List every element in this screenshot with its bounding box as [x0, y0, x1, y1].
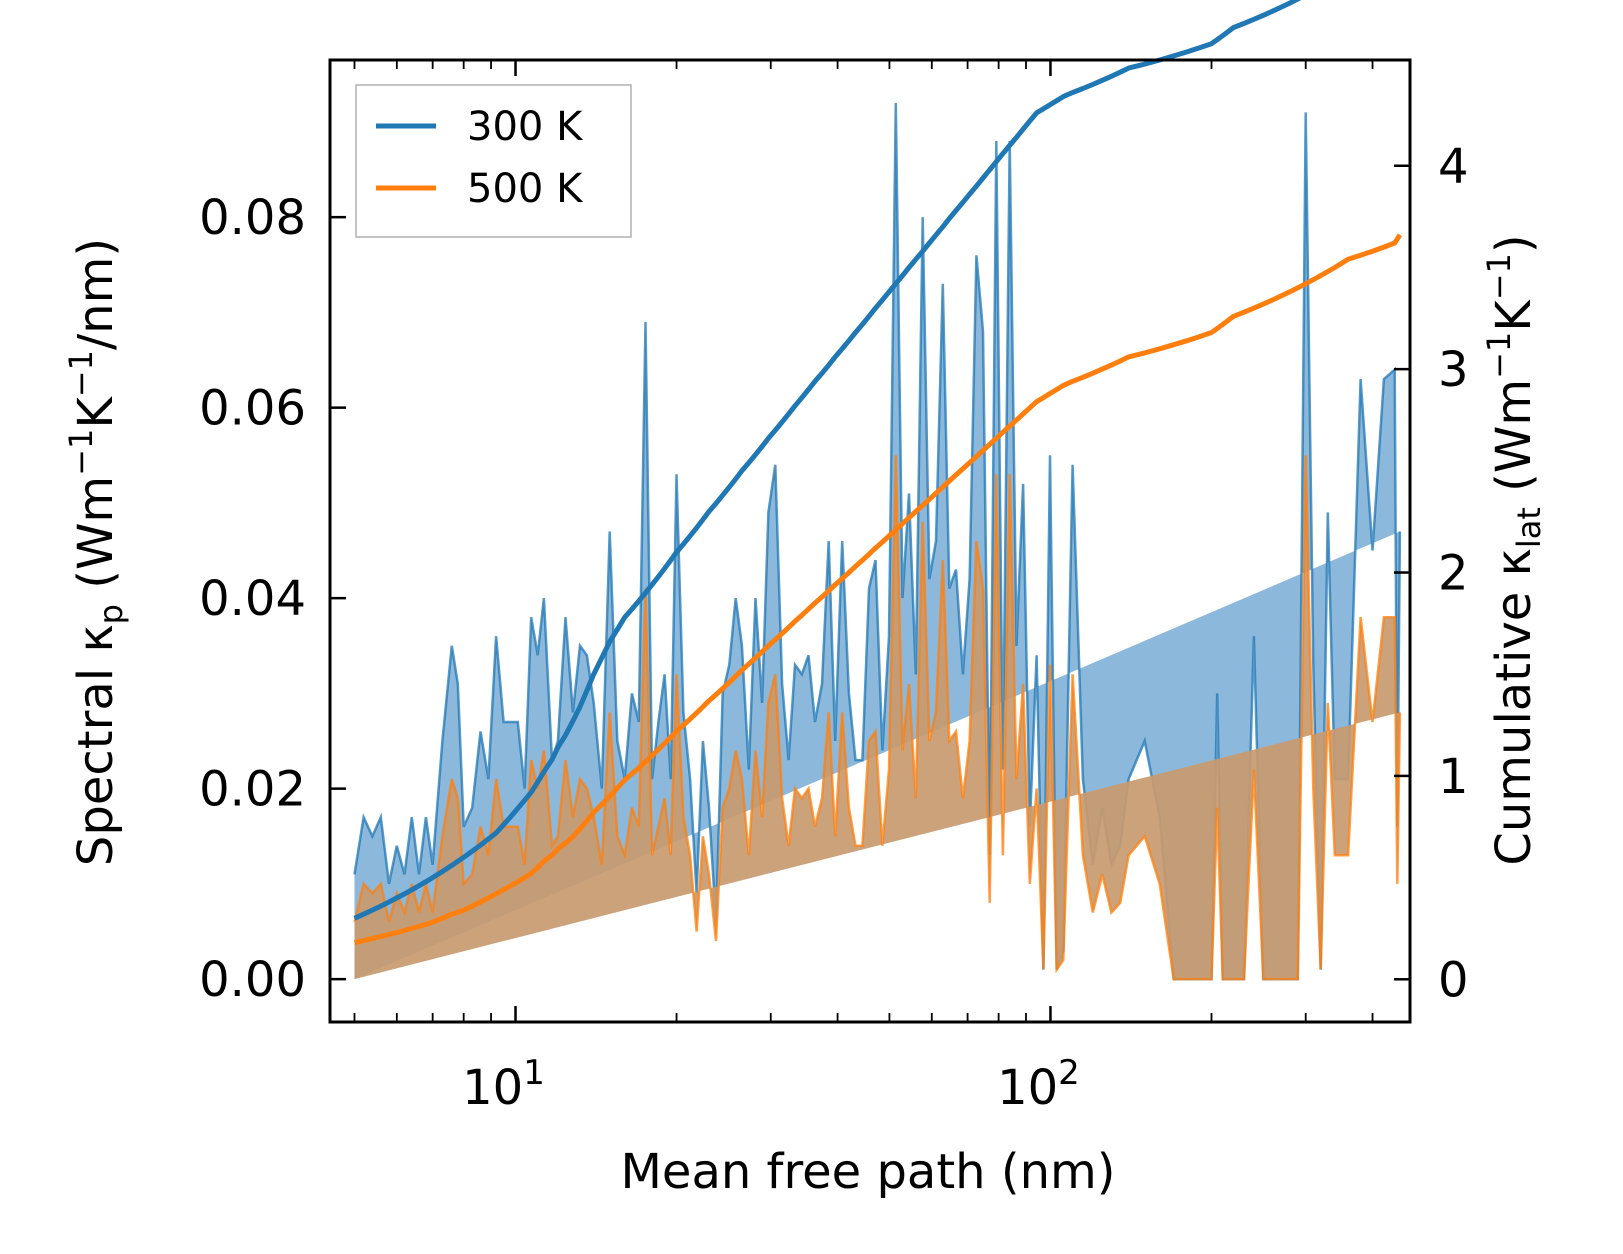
y-right-tick-label: 4: [1438, 139, 1469, 195]
y-axis-right-label: Cumulative κlat (Wm−1K−1): [1480, 234, 1548, 865]
y-axis-left-label: Spectral κp (Wm−1K−1/nm): [62, 238, 130, 866]
plot-area: [353, 0, 1403, 981]
spectral-line-500k: [353, 455, 1402, 981]
axes-frame: [328, 58, 1412, 1024]
y-right-label-sup2: −1: [1480, 253, 1518, 300]
spectral-line-300k: [353, 102, 1402, 981]
y-left-label-mid: (Wm: [68, 476, 124, 604]
y-right-tick-label: 1: [1438, 749, 1469, 805]
legend: 300 K 500 K: [355, 84, 632, 238]
y-right-label-k: K: [1486, 299, 1542, 332]
y-right-label-mid: (Wm: [1486, 379, 1542, 507]
y-left-label-sup2: −1: [62, 350, 100, 397]
y-right-label-prefix: Cumulative κ: [1486, 548, 1542, 866]
y-left-label-prefix: Spectral κ: [68, 624, 124, 866]
legend-box: [355, 84, 632, 238]
y-left-tick-label: 0.04: [199, 571, 306, 627]
y-left-tick-label: 0.06: [199, 381, 306, 437]
cumulative-line-300k: [353, 0, 1302, 921]
axes: 101 102 0.00 0.02 0.04 0.06 0.08 0 1 2 3 4: [199, 58, 1469, 1116]
legend-label-300k: 300 K: [467, 104, 584, 150]
y-left-tick-label: 0.08: [199, 190, 306, 246]
y-left-label-k: K: [68, 396, 124, 429]
y-left-label-sup1: −1: [62, 429, 100, 476]
spectral-area-500k: [354, 455, 1400, 980]
y-right-tick-label: 3: [1438, 342, 1469, 398]
y-left-tick-label: 0.00: [199, 952, 306, 1008]
y-left-tick-label: 0.02: [199, 762, 306, 818]
y-left-label-suffix: /nm): [68, 238, 124, 350]
legend-label-500k: 500 K: [467, 166, 584, 212]
x-tick-label: 102: [997, 1053, 1080, 1116]
y-right-tick-label: 0: [1438, 952, 1469, 1008]
x-axis-label: Mean free path (nm): [621, 1144, 1116, 1200]
y-right-tick-label: 2: [1438, 546, 1469, 602]
x-tick-label: 101: [462, 1053, 545, 1116]
y-left-label-sub: p: [92, 604, 130, 624]
y-right-label-sub: lat: [1510, 507, 1548, 548]
cumulative-line-500k: [353, 233, 1403, 946]
y-right-label-sup1: −1: [1480, 332, 1518, 379]
spectral-area-300k: [354, 102, 1400, 980]
y-right-label-suffix: ): [1486, 234, 1542, 253]
